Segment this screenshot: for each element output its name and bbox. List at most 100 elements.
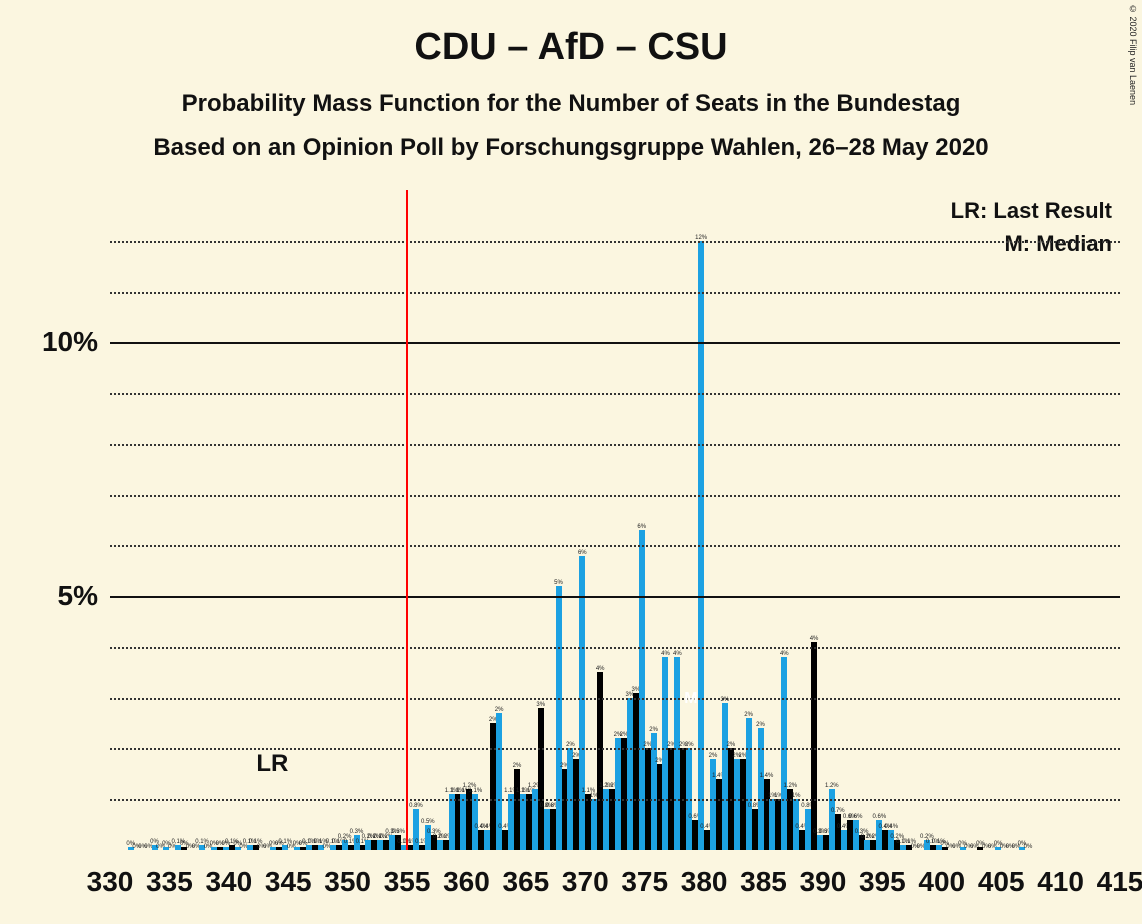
bar-pair: 0%0% bbox=[983, 190, 995, 850]
bar-pair: 0%0% bbox=[948, 190, 960, 850]
chart-subtitle-1: Probability Mass Function for the Number… bbox=[0, 90, 1142, 118]
bar-pair: 2%0.4% bbox=[496, 190, 508, 850]
bar-pair: 4%2% bbox=[674, 190, 686, 850]
x-tick-label: 335 bbox=[146, 866, 193, 898]
bar-pair: 0.2%0.2% bbox=[437, 190, 449, 850]
bar-pair: 2%2% bbox=[567, 190, 579, 850]
bar-pair: 0%0% bbox=[187, 190, 199, 850]
grid-minor bbox=[110, 647, 1120, 649]
bar-blue-label: 2% bbox=[649, 727, 658, 733]
bar-pair: 0%0% bbox=[211, 190, 223, 850]
y-tick-label: 5% bbox=[58, 580, 98, 612]
bar-pair: 2%0.8% bbox=[746, 190, 758, 850]
bar-pair: 0.4%2% bbox=[484, 190, 496, 850]
bar-pair: 2%2% bbox=[734, 190, 746, 850]
y-tick-label: 10% bbox=[42, 326, 98, 358]
x-tick-label: 350 bbox=[324, 866, 371, 898]
bar-blue-label: 0.8% bbox=[409, 803, 423, 809]
bar-pair: 1%1% bbox=[769, 190, 781, 850]
bar-pair: 3%3% bbox=[627, 190, 639, 850]
bar-pair: 0%0% bbox=[912, 190, 924, 850]
bar-pair: 2%0.6% bbox=[686, 190, 698, 850]
x-tick-label: 360 bbox=[443, 866, 490, 898]
bar-blue-label: 2% bbox=[709, 753, 718, 759]
bar-pair: 3%2% bbox=[722, 190, 734, 850]
bar-pair: 0.1%0.1% bbox=[306, 190, 318, 850]
bar-pair: 0.2%0.1% bbox=[924, 190, 936, 850]
bar-pair: 5%2% bbox=[556, 190, 568, 850]
chart-title: CDU – AfD – CSU bbox=[0, 26, 1142, 69]
grid-minor bbox=[110, 545, 1120, 547]
x-tick-label: 415 bbox=[1097, 866, 1142, 898]
x-axis: 3303353403453503553603653703753803853903… bbox=[110, 854, 1120, 904]
bar-pair: 12%0.4% bbox=[698, 190, 710, 850]
bar-pair: 0.1%0% bbox=[318, 190, 330, 850]
x-tick-label: 365 bbox=[503, 866, 550, 898]
bar-blue-label: 4% bbox=[661, 651, 670, 657]
x-tick-label: 390 bbox=[800, 866, 847, 898]
chart-container: © 2020 Filip van Laenen CDU – AfD – CSU … bbox=[0, 0, 1142, 924]
bar-pair: 6%1.1% bbox=[579, 190, 591, 850]
x-tick-label: 345 bbox=[265, 866, 312, 898]
grid-major bbox=[110, 596, 1120, 598]
grid-minor bbox=[110, 241, 1120, 243]
bar-pair: 1.1%0.4% bbox=[472, 190, 484, 850]
x-tick-label: 395 bbox=[859, 866, 906, 898]
bar-pair: 0%0% bbox=[971, 190, 983, 850]
bar-pair: 0.1%0% bbox=[936, 190, 948, 850]
bar-blue-label: 0.5% bbox=[421, 819, 435, 825]
bar-pair: 0.4%0.6% bbox=[841, 190, 853, 850]
bar-pair: 0.8%0.8% bbox=[544, 190, 556, 850]
bar-blue-label: 1.2% bbox=[825, 783, 839, 789]
bar-pair: 0%0% bbox=[152, 190, 164, 850]
bar-blue-label: 4% bbox=[780, 651, 789, 657]
bar-pair: 1.2%3% bbox=[532, 190, 544, 850]
bar-pair: 0.3%0.1% bbox=[354, 190, 366, 850]
bar-blue-label: 6% bbox=[578, 550, 587, 556]
bar-pair: 4%1.2% bbox=[781, 190, 793, 850]
x-tick-label: 405 bbox=[978, 866, 1025, 898]
bar-pair: 0.1%0.1% bbox=[900, 190, 912, 850]
x-tick-label: 340 bbox=[205, 866, 252, 898]
bar-pair: 0%0% bbox=[163, 190, 175, 850]
bar-pair: 0.2%0.2% bbox=[864, 190, 876, 850]
median-label: M bbox=[684, 690, 697, 708]
bar-pair: 0.3%0.3% bbox=[389, 190, 401, 850]
bar-blue-label: 2% bbox=[495, 707, 504, 713]
bar-pair: 0%0.1% bbox=[223, 190, 235, 850]
x-tick-label: 400 bbox=[918, 866, 965, 898]
bar-pair: 1.1%1.1% bbox=[449, 190, 461, 850]
chart-subtitle-2: Based on an Opinion Poll by Forschungsgr… bbox=[0, 134, 1142, 162]
bar-pair: 1%0.4% bbox=[793, 190, 805, 850]
bar-blue-label: 2% bbox=[756, 722, 765, 728]
bar-blue-label: 6% bbox=[637, 524, 646, 530]
grid-minor bbox=[110, 292, 1120, 294]
x-tick-label: 375 bbox=[621, 866, 668, 898]
bar-black-label: 0% bbox=[1024, 844, 1033, 850]
bar-blue-label: 2% bbox=[744, 712, 753, 718]
x-tick-label: 380 bbox=[681, 866, 728, 898]
bar-pair: 0.5%0.3% bbox=[425, 190, 437, 850]
bar-blue-label: 4% bbox=[673, 651, 682, 657]
bar-pair: 0.2%0.2% bbox=[377, 190, 389, 850]
plot-area: LR: Last Result M: Median 0%0%0%0%0%0%0%… bbox=[110, 190, 1120, 850]
bar-pair: 0.6%0.3% bbox=[853, 190, 865, 850]
bar-pair: 0.1%0% bbox=[175, 190, 187, 850]
grid-major bbox=[110, 342, 1120, 344]
grid-minor bbox=[110, 495, 1120, 497]
bar-pair: 0.3%0.3% bbox=[817, 190, 829, 850]
bar-pair: 0%0% bbox=[995, 190, 1007, 850]
bar-pair: 0%0% bbox=[960, 190, 972, 850]
bar-pair: 1.2%1.2% bbox=[603, 190, 615, 850]
bar-pair: 2%1.4% bbox=[710, 190, 722, 850]
bar-pair: 0.1%0.1% bbox=[330, 190, 342, 850]
bar-blue-label: 5% bbox=[554, 580, 563, 586]
bar-blue-label: 0.4% bbox=[884, 824, 898, 830]
grid-minor bbox=[110, 799, 1120, 801]
bar-pair: 0.1%0% bbox=[199, 190, 211, 850]
bar-pair: 2%2% bbox=[651, 190, 663, 850]
bar-blue-label: 0.6% bbox=[849, 814, 863, 820]
bar-pair: 2%2% bbox=[615, 190, 627, 850]
bar-pair: 0%0% bbox=[1019, 190, 1031, 850]
bar-pair: 0.4%0.2% bbox=[888, 190, 900, 850]
